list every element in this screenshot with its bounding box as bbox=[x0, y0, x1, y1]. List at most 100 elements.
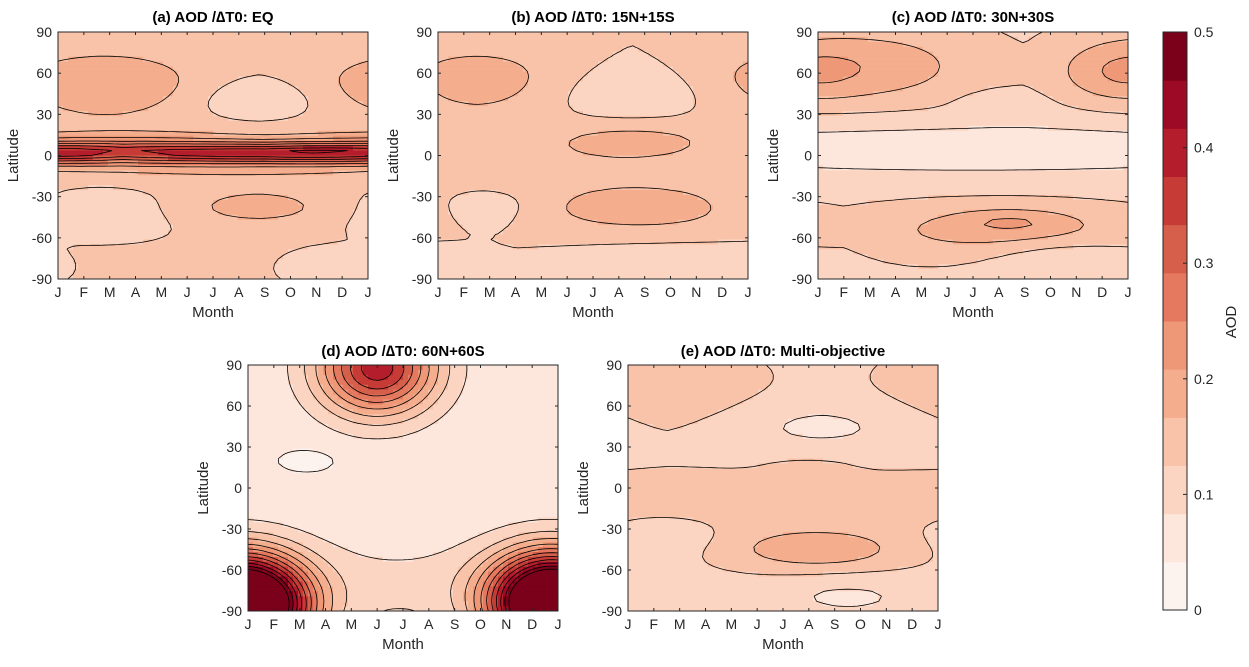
panel-a-cell bbox=[248, 209, 254, 216]
panel-a-cell bbox=[108, 71, 114, 78]
panel-a-cell bbox=[148, 180, 154, 186]
panel-a-cell bbox=[343, 76, 349, 82]
panel-a-cell bbox=[318, 101, 324, 107]
panel-a-cell bbox=[313, 199, 319, 206]
panel-b-cell bbox=[693, 145, 699, 152]
panel-b-cell bbox=[673, 71, 679, 78]
panel-a-cell bbox=[168, 140, 174, 147]
panel-b-cell bbox=[463, 111, 469, 117]
panel-a-cell bbox=[228, 224, 234, 231]
panel-a-cell bbox=[113, 254, 119, 260]
panel-a-cell bbox=[183, 269, 189, 275]
panel-b-cell bbox=[568, 32, 574, 38]
panel-a-cell bbox=[318, 96, 324, 102]
panel-a-cell bbox=[113, 106, 119, 112]
panel-a-cell bbox=[268, 130, 274, 137]
panel-a-cell bbox=[243, 51, 249, 58]
panel-a-cell bbox=[263, 239, 269, 246]
panel-a-cell bbox=[333, 244, 339, 250]
panel-b-cell bbox=[668, 91, 674, 97]
panel-b-cell bbox=[598, 115, 604, 122]
panel-a-cell bbox=[143, 224, 149, 231]
panel-a-cell bbox=[303, 61, 309, 68]
panel-a-cell bbox=[273, 155, 279, 162]
panel-b-cell bbox=[693, 150, 699, 157]
panel-a-cell bbox=[233, 195, 239, 201]
panel-a-cell bbox=[213, 96, 219, 102]
panel-b-cell bbox=[728, 61, 734, 68]
panel-a-x-tick-label: A bbox=[131, 284, 141, 300]
panel-b-cell bbox=[598, 76, 604, 82]
panel-b-cell bbox=[568, 175, 574, 181]
panel-a-cell bbox=[108, 209, 114, 216]
panel-a-cell bbox=[238, 269, 244, 275]
panel-a-cell bbox=[108, 224, 114, 231]
panel-a-cell bbox=[343, 264, 349, 270]
panel-b-cell bbox=[508, 170, 514, 176]
panel-b-cell bbox=[458, 145, 464, 152]
panel-a-cell bbox=[123, 96, 129, 102]
panel-a-cell bbox=[138, 185, 144, 191]
panel-a-cell bbox=[308, 106, 314, 112]
panel-b-cell bbox=[498, 41, 504, 48]
panel-b-cell bbox=[703, 150, 709, 157]
panel-b-cell bbox=[443, 41, 449, 48]
panel-a-cell bbox=[63, 111, 69, 117]
panel-b-cell bbox=[458, 150, 464, 157]
panel-b-cell bbox=[473, 56, 479, 63]
panel-a-cell bbox=[228, 175, 234, 181]
panel-a-cell bbox=[158, 36, 164, 43]
panel-b-cell bbox=[723, 111, 729, 117]
panel-b-cell bbox=[743, 32, 748, 38]
panel-a-cell bbox=[248, 185, 254, 191]
panel-b-cell bbox=[713, 66, 719, 73]
panel-a-cell bbox=[223, 96, 229, 102]
panel-a-cell bbox=[158, 101, 164, 107]
panel-a-cell bbox=[158, 254, 164, 260]
panel-a-cell bbox=[333, 41, 339, 48]
panel-a-cell bbox=[58, 36, 64, 43]
panel-a-cell bbox=[93, 259, 99, 265]
panel-a-cell bbox=[248, 259, 254, 265]
panel-a-cell bbox=[268, 170, 274, 176]
panel-a-cell bbox=[98, 180, 104, 186]
panel-b-cell bbox=[498, 56, 504, 63]
panel-b-cell bbox=[693, 66, 699, 73]
panel-a-cell bbox=[318, 249, 324, 255]
panel-b-cell bbox=[683, 140, 689, 147]
panel-a-cell bbox=[278, 224, 284, 231]
panel-b-cell bbox=[493, 56, 499, 63]
panel-a-cell bbox=[158, 185, 164, 191]
panel-a-cell bbox=[178, 106, 184, 112]
panel-a-cell bbox=[253, 155, 259, 162]
panel-b-cell bbox=[738, 140, 744, 147]
panel-b-cell bbox=[538, 160, 544, 166]
panel-b-cell bbox=[588, 170, 594, 176]
panel-a-cell bbox=[263, 244, 269, 250]
panel-b-cell bbox=[668, 46, 674, 53]
panel-a-cell bbox=[288, 185, 294, 191]
panel-b-cell bbox=[518, 101, 524, 107]
panel-b-cell bbox=[483, 61, 489, 68]
panel-a-cell bbox=[313, 160, 319, 166]
panel-a-cell bbox=[313, 66, 319, 73]
panel-b-cell bbox=[468, 120, 474, 127]
panel-b-cell bbox=[438, 71, 444, 78]
panel-b-cell bbox=[458, 111, 464, 117]
panel-b-cell bbox=[728, 106, 734, 112]
panel-b-cell bbox=[618, 111, 624, 117]
panel-a-cell bbox=[323, 204, 329, 211]
panel-a-cell bbox=[323, 209, 329, 216]
panel-b-cell bbox=[693, 130, 699, 137]
panel-a-cell bbox=[253, 32, 259, 38]
panel-b-cell bbox=[528, 135, 534, 142]
panel-a-cell bbox=[293, 96, 299, 102]
panel-b-cell bbox=[483, 115, 489, 122]
panel-b-cell bbox=[653, 111, 659, 117]
panel-b-cell bbox=[483, 160, 489, 166]
panel-a-cell bbox=[323, 106, 329, 112]
panel-b-cell bbox=[498, 101, 504, 107]
panel-a-cell bbox=[103, 96, 109, 102]
panel-a-cell bbox=[338, 76, 344, 82]
panel-b-cell bbox=[578, 81, 584, 87]
